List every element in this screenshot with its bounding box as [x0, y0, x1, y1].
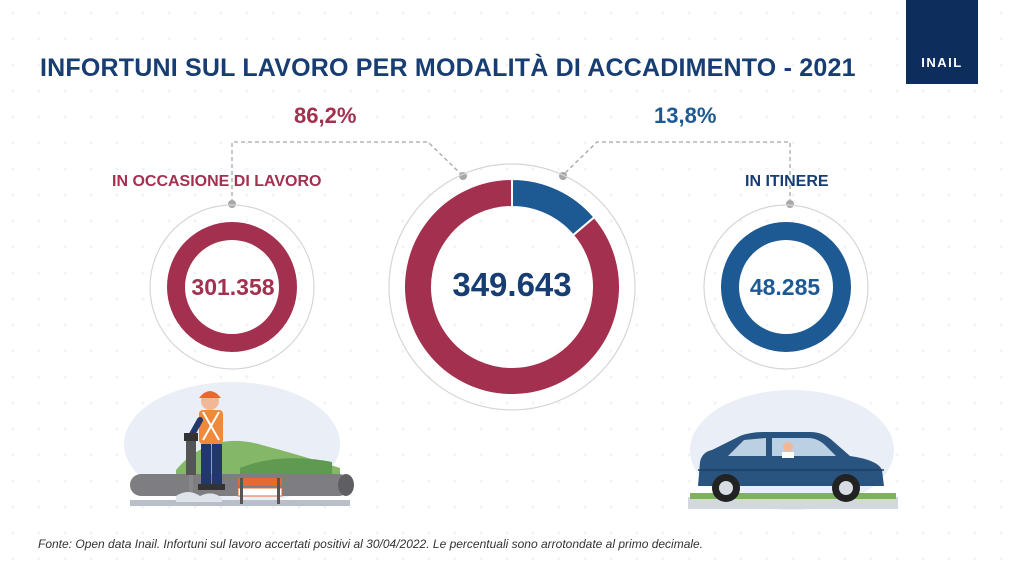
donut-center-outline	[388, 163, 636, 411]
construction-worker-illustration	[124, 382, 354, 506]
value-label-itinere: 48.285	[749, 274, 821, 300]
worker	[187, 391, 225, 490]
value-label-total: 349.643	[452, 266, 572, 303]
percent-label-itinere: 13,8%	[654, 103, 717, 128]
donut-left-ring	[167, 222, 297, 352]
donut-right-outline	[703, 204, 869, 370]
page-title: INFORTUNI SUL LAVORO PER MODALITÀ DI ACC…	[40, 54, 856, 82]
car	[698, 432, 884, 502]
pipe-end	[338, 474, 354, 496]
leader-dot	[786, 200, 794, 208]
category-label-itinere: IN ITINERE	[745, 173, 829, 190]
pie-slice-lavoro	[403, 177, 621, 396]
car-illustration	[688, 390, 898, 510]
value-label-lavoro: 301.358	[191, 274, 275, 300]
category-label-lavoro: IN OCCASIONE DI LAVORO	[112, 173, 322, 190]
donut-right-ring	[721, 222, 851, 352]
logo-text: INAIL	[921, 55, 963, 70]
road-barrier	[237, 478, 283, 504]
leader-dot	[459, 172, 467, 180]
donut-left-outline	[149, 204, 315, 370]
leader-dot	[228, 200, 236, 208]
jackhammer	[184, 433, 198, 493]
dust	[176, 492, 222, 502]
source-footnote: Fonte: Open data Inail. Infortuni sul la…	[38, 537, 704, 551]
leader-lines	[231, 141, 791, 203]
inail-logo: INAIL	[906, 0, 978, 84]
percent-label-lavoro: 86,2%	[294, 103, 357, 128]
leader-line-left	[231, 141, 463, 203]
leader-line-right	[562, 141, 791, 203]
donut-center-slices	[403, 177, 621, 396]
